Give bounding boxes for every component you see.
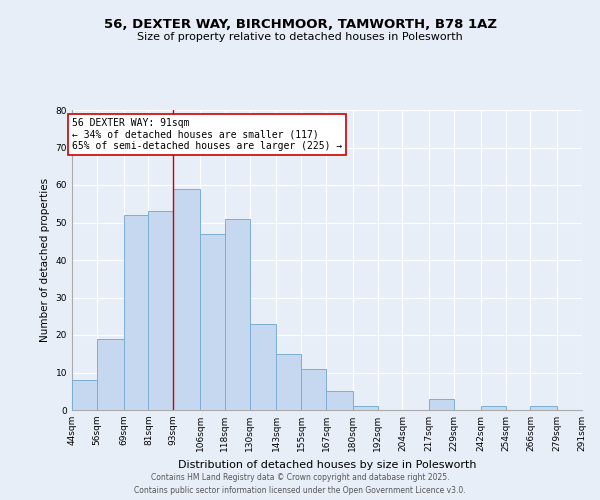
Bar	[530, 406, 557, 410]
Bar	[225, 219, 250, 410]
Bar	[250, 324, 277, 410]
Bar	[277, 354, 301, 410]
X-axis label: Distribution of detached houses by size in Polesworth: Distribution of detached houses by size …	[178, 460, 476, 469]
Y-axis label: Number of detached properties: Number of detached properties	[40, 178, 50, 342]
Text: 56 DEXTER WAY: 91sqm
← 34% of detached houses are smaller (117)
65% of semi-deta: 56 DEXTER WAY: 91sqm ← 34% of detached h…	[72, 118, 342, 150]
Bar	[200, 234, 225, 410]
Bar	[173, 188, 200, 410]
Text: Contains public sector information licensed under the Open Government Licence v3: Contains public sector information licen…	[134, 486, 466, 495]
Bar	[481, 406, 506, 410]
Bar	[429, 399, 454, 410]
Text: Contains HM Land Registry data © Crown copyright and database right 2025.: Contains HM Land Registry data © Crown c…	[151, 472, 449, 482]
Bar	[148, 211, 173, 410]
Bar	[326, 391, 353, 410]
Bar	[124, 215, 148, 410]
Bar	[301, 369, 326, 410]
Bar	[353, 406, 377, 410]
Text: Size of property relative to detached houses in Polesworth: Size of property relative to detached ho…	[137, 32, 463, 42]
Bar	[97, 339, 124, 410]
Bar	[72, 380, 97, 410]
Text: 56, DEXTER WAY, BIRCHMOOR, TAMWORTH, B78 1AZ: 56, DEXTER WAY, BIRCHMOOR, TAMWORTH, B78…	[104, 18, 497, 30]
